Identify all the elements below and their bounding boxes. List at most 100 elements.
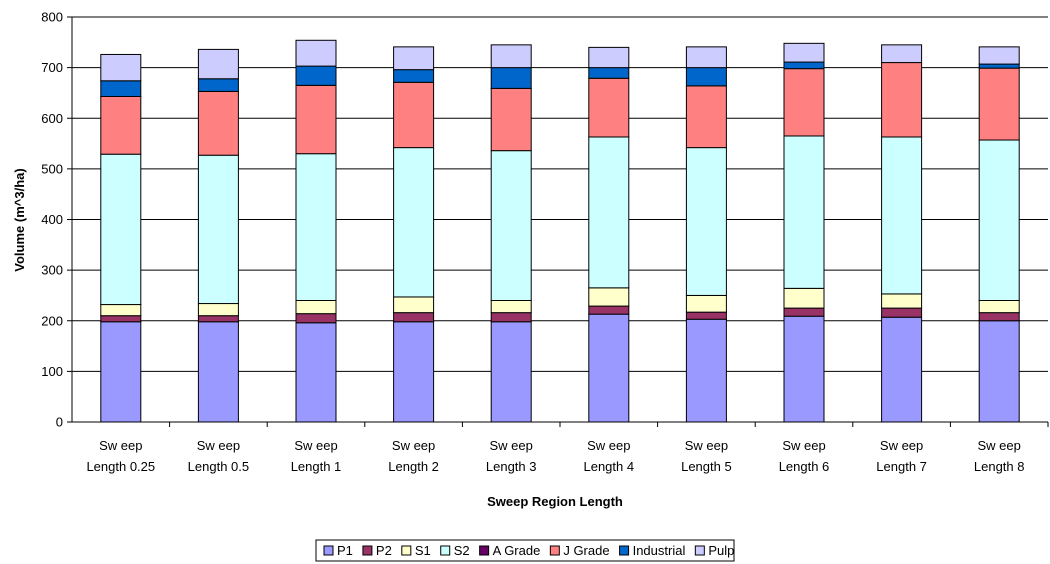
x-axis: Sw eep Length 0.25 Sw eep Length 0.5 Sw eep L… <box>72 421 1049 474</box>
x-axis-title: Sweep Region Length <box>487 494 623 509</box>
bar-segment-s2 <box>100 153 142 306</box>
legend-label: S1 <box>415 543 431 558</box>
bar-segment-p2 <box>100 315 142 323</box>
bar-segment-s2 <box>588 136 630 289</box>
legend-label: Pulp <box>708 543 734 558</box>
bar-segment-s2 <box>685 147 727 296</box>
bar-segment-pulp <box>295 39 337 67</box>
legend-swatch <box>440 545 451 556</box>
bar-segment-j-grade <box>100 95 142 155</box>
y-tick-label: 100 <box>41 364 63 379</box>
bar-segment-industrial <box>978 63 1020 69</box>
bar-segment-industrial <box>100 80 142 97</box>
bar-segment-s1 <box>490 300 532 314</box>
bar-segment-p1 <box>393 321 435 423</box>
bar-segment-j-grade <box>393 81 435 149</box>
x-tick-label: Length 0.5 <box>188 459 249 474</box>
bar-segment-p1 <box>490 321 532 423</box>
bar-segment-p2 <box>783 307 825 317</box>
bar-segment-s1 <box>588 287 630 307</box>
bar-segment-s2 <box>393 147 435 298</box>
bar-segment-p1 <box>783 315 825 423</box>
bar-segment-pulp <box>685 46 727 69</box>
bar-segment-p2 <box>978 312 1020 322</box>
bar-segment-industrial <box>685 67 727 87</box>
legend-label: J Grade <box>563 543 609 558</box>
bar-segment-pulp <box>393 46 435 71</box>
x-tick-label: Length 5 <box>681 459 732 474</box>
bar-segment-s1 <box>783 287 825 309</box>
legend-swatch <box>619 545 630 556</box>
bar-segment-pulp <box>490 44 532 69</box>
legend-box <box>315 539 735 562</box>
bar-segment-p1 <box>588 313 630 423</box>
x-tick-label: Sw eep <box>587 438 630 453</box>
legend-swatch <box>362 545 373 556</box>
x-tick-label: Sw eep <box>392 438 435 453</box>
bar-segment-s2 <box>197 154 239 305</box>
bar-segment-s1 <box>881 293 923 309</box>
bar-segment-p1 <box>978 320 1020 423</box>
bar-segment-p2 <box>490 312 532 323</box>
bar-segment-p1 <box>100 321 142 423</box>
y-tick-label: 600 <box>41 111 63 126</box>
legend-label: P2 <box>376 543 392 558</box>
bar-segment-pulp <box>100 53 142 82</box>
legend-swatch <box>549 545 560 556</box>
bar-segment-industrial <box>588 67 630 79</box>
bar-segment-j-grade <box>685 85 727 149</box>
bar-segment-j-grade <box>295 84 337 155</box>
legend-swatch <box>479 545 490 556</box>
x-tick-label: Sw eep <box>490 438 533 453</box>
y-tick-label: 300 <box>41 263 63 278</box>
bar-segment-j-grade <box>588 77 630 138</box>
bar-segment-p2 <box>881 307 923 318</box>
legend-label: P1 <box>337 543 353 558</box>
x-tick-label: Length 4 <box>583 459 634 474</box>
bars-layer <box>100 39 1020 423</box>
x-tick-label: Length 0.25 <box>86 459 155 474</box>
bar-segment-p2 <box>295 313 337 324</box>
bar-segment-s1 <box>197 303 239 317</box>
y-tick-label: 500 <box>41 161 63 176</box>
x-tick-label: Length 8 <box>974 459 1025 474</box>
bar-segment-pulp <box>978 46 1020 65</box>
x-tick-label: Sw eep <box>978 438 1021 453</box>
y-tick-label: 200 <box>41 313 63 328</box>
legend: P1 P2 S1 S2 A Grade J Grade Industrial Pulp <box>315 539 735 562</box>
legend-label: Industrial <box>633 543 686 558</box>
x-tick-label: Length 2 <box>388 459 439 474</box>
y-tick-label: 0 <box>56 415 63 430</box>
bar-segment-s1 <box>978 300 1020 314</box>
bar-segment-s1 <box>295 300 337 315</box>
bar-segment-p1 <box>881 316 923 423</box>
bar-segment-p2 <box>393 312 435 323</box>
bar-segment-industrial <box>393 69 435 83</box>
legend-label: A Grade <box>493 543 541 558</box>
bar-segment-p1 <box>295 322 337 423</box>
bar-segment-j-grade <box>783 68 825 137</box>
x-tick-label: Length 7 <box>876 459 927 474</box>
legend-label: S2 <box>454 543 470 558</box>
bar-segment-j-grade <box>978 67 1020 141</box>
x-tick-label: Sw eep <box>294 438 337 453</box>
y-tick-label: 700 <box>41 60 63 75</box>
legend-swatch <box>401 545 412 556</box>
bar-segment-pulp <box>881 44 923 64</box>
bar-segment-s2 <box>978 139 1020 301</box>
bar-segment-industrial <box>295 65 337 86</box>
legend-swatch <box>694 545 705 556</box>
bar-segment-s1 <box>393 296 435 314</box>
bar-segment-j-grade <box>197 90 239 156</box>
bar-segment-s2 <box>295 153 337 301</box>
x-tick-label: Sw eep <box>880 438 923 453</box>
y-axis-title: Volume (m^3/ha) <box>12 168 27 271</box>
bar-segment-j-grade <box>881 62 923 138</box>
bar-segment-s1 <box>100 304 142 317</box>
bar-segment-industrial <box>783 61 825 70</box>
bar-segment-p1 <box>685 318 727 423</box>
x-tick-label: Length 1 <box>291 459 342 474</box>
y-tick-label: 800 <box>41 10 63 25</box>
bar-segment-s2 <box>490 150 532 301</box>
